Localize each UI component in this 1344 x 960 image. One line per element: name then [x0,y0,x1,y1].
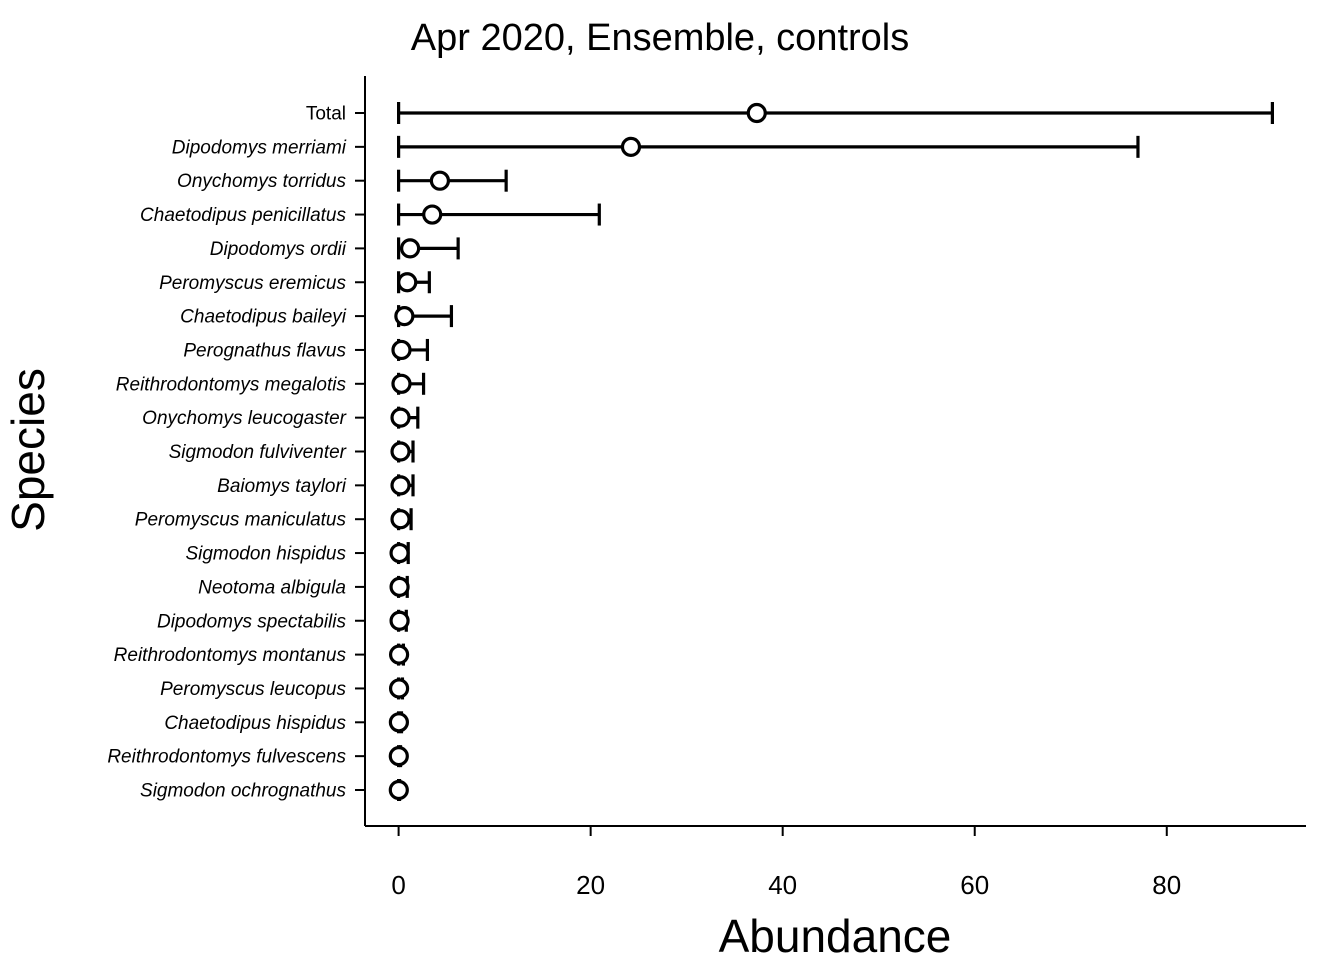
y-tick-label: Chaetodipus baileyi [180,307,347,328]
y-axis-title: Species [2,368,54,532]
y-tick-label: Dipodomys merriami [172,137,347,158]
y-tick-label: Reithrodontomys montanus [114,645,347,666]
y-tick-label: Chaetodipus hispidus [164,713,346,734]
y-tick-label: Dipodomys spectabilis [157,611,347,632]
data-point [391,339,412,361]
x-tick-label: 0 [391,870,405,900]
y-axis-ticks: Total Dipodomys merriami Onychomys torridu… [107,104,365,802]
data-point [422,204,443,225]
data-point [390,475,411,496]
data-point [389,542,410,564]
data-point [391,373,412,394]
y-tick-label: Onychomys torridus [177,171,346,192]
x-axis-title: Abundance [719,910,952,960]
data-point [400,238,421,259]
y-tick-label: Sigmodon ochrognathus [140,781,346,802]
data-point [390,407,411,428]
data-point [397,272,418,293]
data-point [388,779,409,801]
y-tick-label: Peromyscus leucopus [160,679,346,700]
data-point [746,102,767,124]
data-point [388,746,409,767]
y-tick-label: Sigmodon hispidus [185,544,346,565]
data-point [620,136,642,157]
y-tick-label: Chaetodipus penicillatus [140,205,346,226]
data-point [390,509,411,530]
data-point [388,712,409,733]
y-tick-label: Baiomys taylori [217,476,347,497]
data-point [388,644,410,665]
chart-title: Apr 2020, Ensemble, controls [411,17,910,59]
data-point [390,441,411,462]
x-tick-label: 60 [960,870,989,900]
y-tick-label: Total [306,104,346,125]
x-tick-label: 20 [576,870,605,900]
data-point [388,678,410,699]
data-marks [388,102,1274,801]
y-tick-label: Reithrodontomys fulvescens [107,747,346,768]
data-point [389,576,410,598]
y-tick-label: Peromyscus maniculatus [135,510,347,531]
y-tick-label: Neotoma albigula [198,577,346,598]
data-point [394,306,415,327]
x-axis-ticks: 0 20 40 60 80 [391,826,1181,900]
data-point [389,610,410,631]
data-point [429,170,450,191]
y-tick-label: Perognathus flavus [183,340,346,361]
x-tick-label: 40 [768,870,797,900]
y-tick-label: Onychomys leucogaster [142,408,346,429]
y-tick-label: Dipodomys ordii [210,239,347,260]
y-tick-label: Peromyscus eremicus [159,273,346,294]
x-tick-label: 80 [1152,870,1181,900]
y-tick-label: Sigmodon fulviventer [169,442,347,463]
y-tick-label: Reithrodontomys megalotis [116,374,347,395]
